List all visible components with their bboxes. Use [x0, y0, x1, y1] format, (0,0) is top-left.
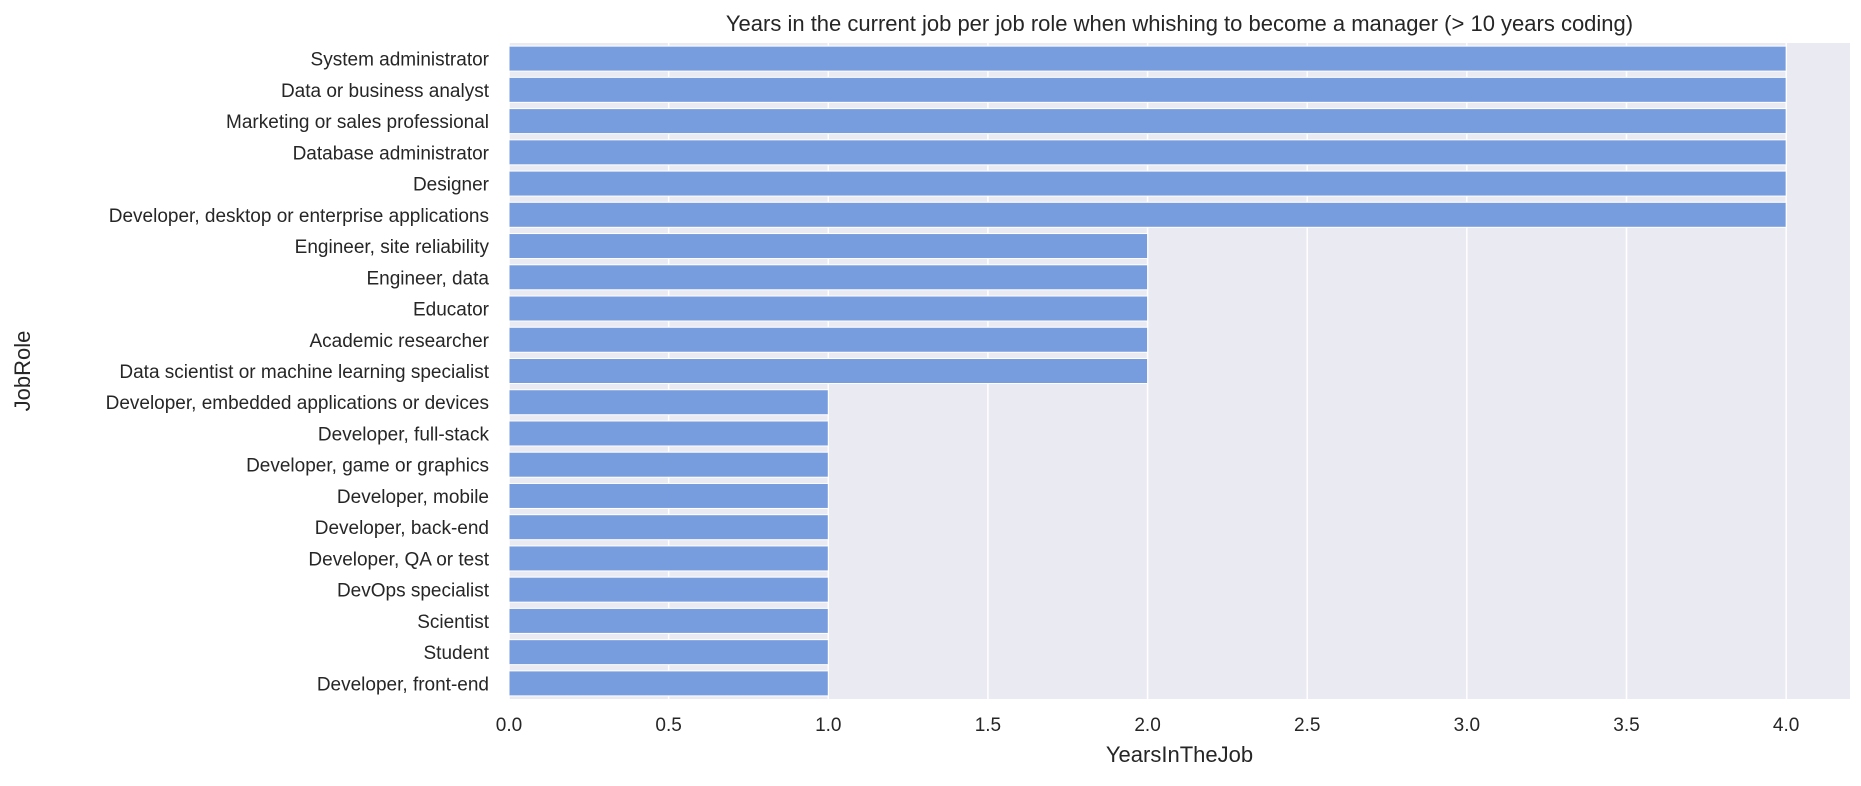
x-tick-label: 3.5: [1613, 715, 1639, 736]
bar: [508, 482, 829, 509]
bar: [508, 451, 829, 478]
bar: [508, 139, 1787, 166]
x-tick-label: 1.0: [815, 715, 841, 736]
bars: [508, 45, 1787, 697]
x-tick-label: 1.5: [975, 715, 1001, 736]
category-label: DevOps specialist: [337, 581, 490, 602]
category-label: Developer, full-stack: [318, 424, 490, 445]
category-label: Developer, mobile: [337, 487, 489, 508]
x-tick-label: 0.0: [496, 715, 522, 736]
bar: [508, 389, 829, 416]
category-label: Marketing or sales professional: [226, 112, 489, 133]
bar: [508, 576, 829, 603]
category-label: Data or business analyst: [281, 81, 490, 102]
category-label: Database administrator: [293, 143, 490, 164]
category-label: Developer, game or graphics: [246, 456, 489, 477]
bar: [508, 545, 829, 572]
bar: [508, 108, 1787, 135]
bar: [508, 326, 1149, 353]
category-label: Engineer, data: [366, 268, 489, 289]
bar: [508, 607, 829, 634]
x-tick-label: 2.5: [1294, 715, 1320, 736]
category-label: Designer: [413, 175, 490, 196]
bar: [508, 76, 1787, 103]
bar: [508, 264, 1149, 291]
bar: [508, 514, 829, 541]
chart-title: Years in the current job per job role wh…: [726, 11, 1633, 36]
category-label: System administrator: [311, 50, 490, 71]
bar: [508, 639, 829, 666]
category-label: Developer, QA or test: [308, 549, 489, 570]
bar: [508, 358, 1149, 384]
category-label: Data scientist or machine learning speci…: [119, 362, 489, 383]
category-label: Educator: [413, 300, 490, 321]
category-label: Scientist: [417, 612, 490, 633]
y-axis-label: JobRole: [10, 331, 35, 412]
category-label: Developer, embedded applications or devi…: [106, 393, 489, 414]
x-tick-label: 3.0: [1454, 715, 1480, 736]
bar: [508, 45, 1787, 72]
category-label: Student: [424, 643, 490, 664]
x-axis-label: YearsInTheJob: [1106, 742, 1253, 767]
category-label: Engineer, site reliability: [295, 237, 490, 258]
bar: [508, 170, 1787, 197]
x-tick-label: 4.0: [1773, 715, 1799, 736]
bar: [508, 420, 829, 447]
category-label: Developer, front-end: [317, 674, 489, 695]
bar: [508, 233, 1149, 260]
bar: [508, 295, 1149, 322]
x-tick-label: 2.0: [1134, 715, 1160, 736]
x-tick-label: 0.5: [655, 715, 681, 736]
bar: [508, 670, 829, 697]
bar: [508, 201, 1787, 228]
category-label: Developer, back-end: [315, 518, 489, 539]
x-tick-labels: 0.0 0.5 1.0 1.5 2.0 2.5 3.0 3.5 4.0: [496, 715, 1800, 736]
category-label: Academic researcher: [309, 331, 489, 352]
category-label: Developer, desktop or enterprise applica…: [109, 206, 489, 227]
category-labels: System administrator Data or business ana…: [106, 50, 490, 696]
